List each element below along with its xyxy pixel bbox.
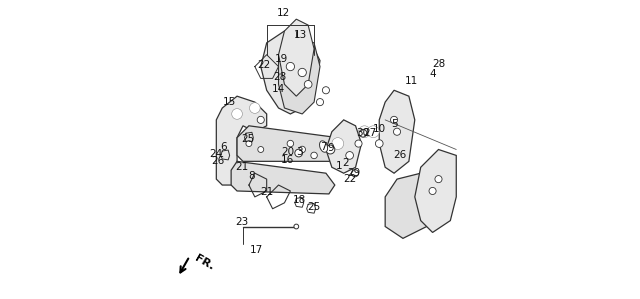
Text: 6: 6 (220, 141, 227, 152)
Circle shape (295, 149, 303, 157)
Text: 25: 25 (241, 134, 254, 144)
Text: 9: 9 (327, 143, 333, 153)
Circle shape (286, 62, 294, 71)
Text: 29: 29 (348, 168, 361, 178)
Text: 19: 19 (275, 54, 288, 64)
Text: 3: 3 (296, 147, 303, 158)
Text: 28: 28 (432, 59, 445, 68)
Circle shape (332, 138, 344, 150)
Circle shape (246, 141, 252, 147)
Polygon shape (260, 31, 320, 114)
Circle shape (287, 140, 294, 147)
Text: 7: 7 (319, 141, 326, 152)
Text: 18: 18 (292, 195, 306, 205)
Text: 23: 23 (235, 217, 248, 227)
Text: 4: 4 (429, 69, 436, 79)
Text: 13: 13 (294, 30, 307, 40)
Polygon shape (326, 120, 362, 173)
Polygon shape (278, 19, 314, 96)
Polygon shape (385, 173, 433, 238)
Polygon shape (216, 96, 267, 185)
Text: 16: 16 (281, 155, 294, 165)
Circle shape (390, 116, 397, 123)
Circle shape (429, 187, 436, 195)
Text: 1: 1 (336, 161, 342, 171)
Text: 25: 25 (307, 202, 321, 212)
Circle shape (304, 80, 312, 88)
Circle shape (435, 176, 442, 183)
Circle shape (258, 147, 264, 152)
Text: 15: 15 (223, 97, 236, 107)
Ellipse shape (319, 141, 328, 152)
Circle shape (359, 129, 367, 137)
Circle shape (367, 126, 380, 138)
Text: FR.: FR. (193, 253, 216, 271)
Polygon shape (231, 161, 335, 194)
Circle shape (394, 128, 401, 135)
Text: 26: 26 (211, 156, 225, 166)
Circle shape (257, 116, 264, 123)
Text: 28: 28 (273, 72, 287, 82)
Circle shape (326, 145, 335, 154)
Polygon shape (237, 126, 344, 161)
Text: 21: 21 (235, 162, 248, 172)
Text: 21: 21 (260, 187, 273, 197)
Text: 2: 2 (342, 158, 349, 168)
Text: 17: 17 (250, 245, 263, 255)
Text: 5: 5 (391, 119, 397, 129)
Text: 10: 10 (372, 124, 386, 134)
Circle shape (252, 104, 259, 112)
Polygon shape (278, 37, 320, 114)
Circle shape (355, 140, 362, 147)
Circle shape (234, 110, 241, 118)
Circle shape (351, 170, 358, 177)
Text: 14: 14 (272, 84, 285, 94)
Circle shape (232, 109, 243, 119)
Text: 12: 12 (276, 8, 289, 18)
Text: 22: 22 (343, 174, 356, 184)
Circle shape (361, 128, 368, 135)
Circle shape (334, 140, 342, 147)
Circle shape (299, 146, 305, 153)
Text: 20: 20 (281, 147, 294, 158)
Text: 26: 26 (394, 150, 406, 161)
Circle shape (358, 126, 371, 138)
Circle shape (316, 99, 324, 106)
Circle shape (376, 140, 383, 147)
Circle shape (298, 68, 307, 77)
Circle shape (294, 224, 299, 229)
Text: 11: 11 (405, 76, 419, 86)
Polygon shape (415, 150, 456, 232)
Circle shape (250, 103, 260, 113)
Text: 27: 27 (363, 128, 376, 138)
Circle shape (323, 87, 330, 94)
Polygon shape (380, 90, 415, 173)
Text: 8: 8 (248, 171, 255, 181)
Text: 30: 30 (356, 128, 369, 138)
Circle shape (369, 128, 377, 135)
Text: 22: 22 (257, 60, 270, 70)
Circle shape (311, 152, 317, 159)
Circle shape (346, 152, 353, 159)
Text: 24: 24 (209, 149, 222, 159)
